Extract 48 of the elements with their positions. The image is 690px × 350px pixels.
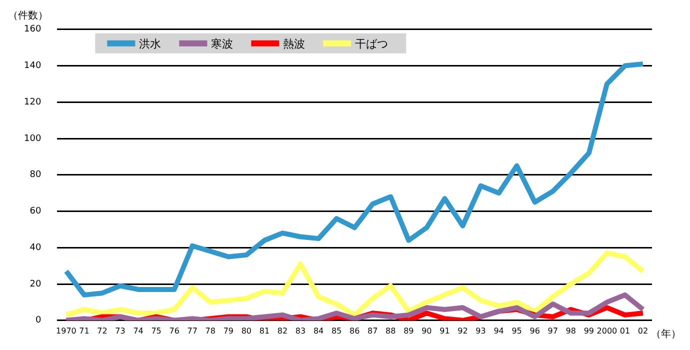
x-tick-label: 93 <box>476 326 486 336</box>
x-tick-label: 80 <box>241 326 252 336</box>
x-tick-label: 01 <box>620 326 630 336</box>
x-tick-label: 82 <box>277 326 288 336</box>
y-tick-label: 40 <box>30 242 42 253</box>
x-tick-label: 74 <box>133 326 144 336</box>
x-tick-label: 79 <box>223 326 234 336</box>
y-tick-label: 20 <box>30 279 42 290</box>
y-tick-label: 140 <box>24 61 42 72</box>
x-tick-label: 89 <box>404 326 414 336</box>
legend-label: 寒波 <box>211 37 234 50</box>
x-tick-label: 72 <box>97 326 108 336</box>
x-tick-label: 91 <box>440 326 450 336</box>
y-tick-label: 80 <box>30 170 42 180</box>
y-tick-label: 100 <box>24 134 42 144</box>
x-tick-label: 90 <box>422 326 432 336</box>
x-tick-label: 86 <box>349 326 360 336</box>
y-tick-label: 0 <box>35 316 42 326</box>
x-tick-label: 1970 <box>56 326 76 336</box>
x-tick-label: 81 <box>259 326 270 336</box>
y-tick-label: 60 <box>30 206 42 217</box>
x-tick-label: 83 <box>295 326 306 336</box>
x-tick-label: 78 <box>205 326 216 336</box>
x-tick-label: 94 <box>494 326 504 336</box>
x-tick-label: 71 <box>79 326 90 336</box>
x-tick-label: 88 <box>386 326 396 336</box>
x-tick-label: 76 <box>169 326 180 336</box>
x-tick-label: 85 <box>331 326 342 336</box>
y-tick-label: 160 <box>24 24 42 35</box>
x-tick-label: 96 <box>530 326 540 336</box>
x-tick-label: 92 <box>458 326 468 336</box>
legend-label: 干ばつ <box>355 37 388 50</box>
legend-label: 熱波 <box>283 37 306 50</box>
y-tick-label: 120 <box>24 97 42 108</box>
x-tick-label: 95 <box>512 326 522 336</box>
x-tick-label: 84 <box>313 326 324 336</box>
x-tick-label: 02 <box>638 326 648 336</box>
x-tick-label: 97 <box>548 326 558 336</box>
x-tick-label: 75 <box>151 326 162 336</box>
x-tick-label: 99 <box>584 326 594 336</box>
x-axis-title: （年） <box>650 328 681 340</box>
x-tick-label: 2000 <box>596 326 618 336</box>
x-tick-label: 98 <box>566 326 576 336</box>
legend-label: 洪水 <box>139 37 162 50</box>
x-tick-label: 73 <box>115 326 126 336</box>
x-tick-label: 77 <box>187 326 198 336</box>
y-axis-title: （件数） <box>8 10 48 22</box>
x-tick-label: 87 <box>368 326 378 336</box>
